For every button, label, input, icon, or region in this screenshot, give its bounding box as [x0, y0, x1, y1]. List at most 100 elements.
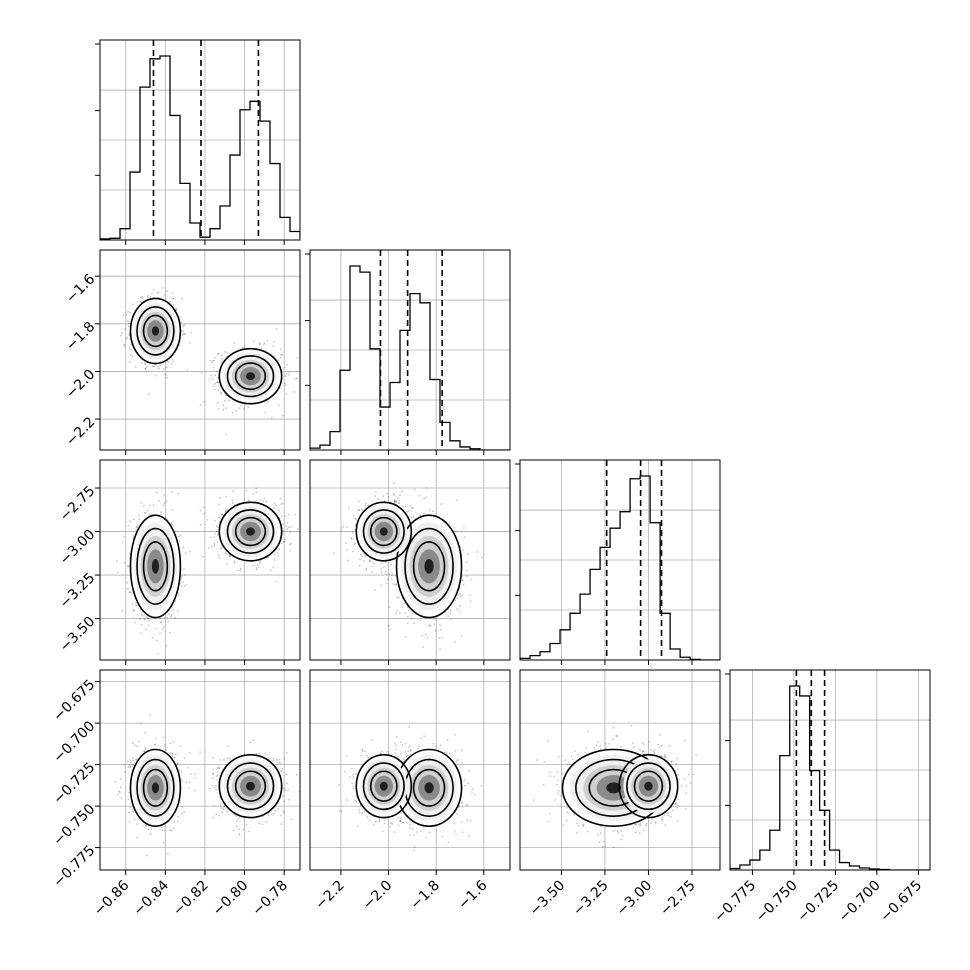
- sample-point: [286, 527, 289, 530]
- y-tick-label: −1.8: [63, 319, 98, 354]
- sample-point: [382, 495, 385, 497]
- sample-point: [132, 535, 135, 538]
- sample-point: [231, 490, 234, 493]
- sample-point: [340, 527, 343, 529]
- sample-point: [425, 487, 428, 489]
- sample-point: [354, 542, 357, 545]
- y-tick-label: −2.0: [63, 366, 98, 401]
- sample-point: [216, 352, 219, 355]
- sample-point: [419, 619, 422, 622]
- sample-point: [460, 531, 463, 533]
- panel-frame: [309, 459, 511, 661]
- sample-point: [153, 365, 156, 368]
- sample-point: [399, 494, 401, 497]
- sample-point: [396, 496, 399, 499]
- sample-point: [462, 549, 465, 552]
- sample-point: [252, 493, 255, 495]
- sample-point: [228, 399, 230, 402]
- sample-point: [439, 624, 441, 627]
- panel-frame: [99, 249, 301, 451]
- sample-point: [350, 538, 353, 540]
- y-tick-label: −3.25: [57, 570, 99, 612]
- sample-point: [127, 587, 129, 590]
- sample-point: [170, 614, 173, 616]
- sample-point: [211, 377, 214, 380]
- sample-point: [129, 591, 131, 593]
- contour-line: [369, 516, 398, 547]
- sample-point: [259, 560, 262, 563]
- sample-point: [129, 520, 132, 523]
- sample-point: [369, 559, 372, 562]
- sample-point: [181, 585, 183, 587]
- sample-point: [385, 492, 388, 495]
- sample-point: [426, 637, 429, 639]
- sample-point: [213, 542, 216, 545]
- panel-frame: [519, 459, 721, 661]
- sample-point: [144, 367, 147, 370]
- y-tick-label: −2.75: [57, 483, 99, 525]
- sample-point: [225, 407, 228, 409]
- sample-point: [360, 553, 362, 556]
- sample-point: [126, 336, 129, 339]
- sample-point: [447, 615, 450, 618]
- sample-point: [394, 583, 397, 586]
- sample-point: [229, 555, 231, 558]
- sample-point: [170, 615, 172, 618]
- sample-point: [282, 523, 284, 526]
- sample-point: [215, 525, 218, 528]
- sample-point: [432, 510, 434, 513]
- sample-point: [216, 541, 219, 544]
- sample-point: [222, 408, 225, 411]
- sample-point: [214, 374, 217, 377]
- sample-point: [121, 541, 124, 543]
- sample-point: [178, 594, 180, 596]
- sample-point: [397, 502, 400, 505]
- sample-point: [157, 653, 159, 655]
- sample-point: [151, 365, 154, 367]
- sample-point: [412, 507, 414, 510]
- y-tick-label: −3.00: [57, 527, 99, 569]
- sample-point: [175, 307, 178, 309]
- sample-point: [275, 328, 278, 330]
- sample-point: [385, 561, 387, 563]
- sample-point: [166, 290, 169, 293]
- sample-point: [428, 624, 431, 627]
- sample-point: [255, 491, 258, 494]
- sample-point: [225, 495, 228, 498]
- sample-point: [235, 409, 237, 412]
- density-shade: [424, 559, 434, 574]
- sample-point: [159, 632, 161, 635]
- sample-point: [404, 612, 407, 614]
- sample-point: [130, 592, 133, 594]
- sample-point: [262, 344, 265, 346]
- sample-point: [393, 500, 396, 502]
- sample-point: [265, 500, 268, 503]
- sample-point: [255, 568, 258, 571]
- sample-point: [224, 399, 227, 402]
- sample-point: [280, 542, 283, 545]
- sample-point: [258, 342, 261, 345]
- panel-content: [100, 40, 300, 240]
- sample-point: [401, 490, 404, 493]
- sample-point: [162, 367, 165, 370]
- sample-point: [282, 414, 284, 417]
- panel-0-0: [95, 39, 301, 245]
- sample-point: [139, 300, 142, 303]
- sample-point: [263, 342, 266, 344]
- sample-point: [394, 499, 396, 502]
- sample-point: [185, 584, 187, 586]
- sample-point: [146, 296, 149, 299]
- sample-point: [146, 617, 149, 620]
- sample-point: [217, 408, 220, 410]
- contour-line: [395, 514, 463, 619]
- sample-point: [161, 628, 164, 631]
- sample-point: [387, 578, 389, 581]
- sample-point: [462, 583, 465, 586]
- sample-point: [352, 550, 354, 553]
- sample-point: [391, 572, 393, 575]
- sample-point: [170, 522, 173, 525]
- contour-line: [129, 297, 182, 365]
- sample-point: [282, 540, 285, 543]
- sample-point: [127, 564, 130, 567]
- sample-point: [225, 552, 227, 555]
